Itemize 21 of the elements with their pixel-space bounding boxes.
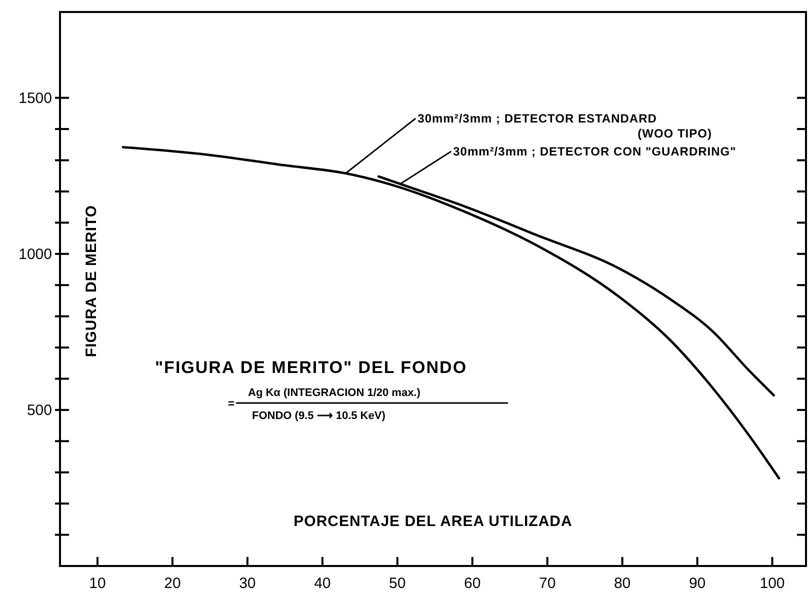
annotation: 30mm²/3mm ; DETECTOR CON "GUARDRING" bbox=[453, 144, 736, 158]
annotation: FONDO (9.5 ⟶ 10.5 KeV) bbox=[252, 410, 386, 422]
x-tick-label: 90 bbox=[688, 575, 706, 592]
x-tick-label: 60 bbox=[464, 575, 481, 592]
x-tick-label: 50 bbox=[389, 575, 406, 592]
x-tick-label: 80 bbox=[614, 575, 631, 592]
y-tick-label: 1000 bbox=[18, 246, 52, 263]
x-tick-label: 30 bbox=[239, 575, 256, 592]
y-tick-label: 1500 bbox=[18, 90, 52, 107]
x-tick-label: 10 bbox=[89, 575, 106, 592]
annotation: = bbox=[228, 398, 234, 410]
annotation: "FIGURA DE MERITO" DEL FONDO bbox=[155, 358, 468, 377]
annotation: 30mm²/3mm ; DETECTOR ESTANDARD (WOO TIPO) bbox=[418, 111, 712, 140]
x-tick-label: 100 bbox=[760, 575, 785, 592]
y-axis-title: FIGURA DE MERITO bbox=[83, 204, 100, 358]
x-tick-label: 40 bbox=[314, 575, 331, 592]
x-tick-label: 70 bbox=[538, 575, 556, 592]
x-axis-title: PORCENTAJE DEL AREA UTILIZADA bbox=[294, 513, 572, 530]
annotation: Ag Kα (INTEGRACION 1/20 max.) bbox=[248, 387, 421, 399]
y-tick-label: 500 bbox=[26, 402, 52, 419]
x-tick-label: 20 bbox=[164, 575, 181, 592]
